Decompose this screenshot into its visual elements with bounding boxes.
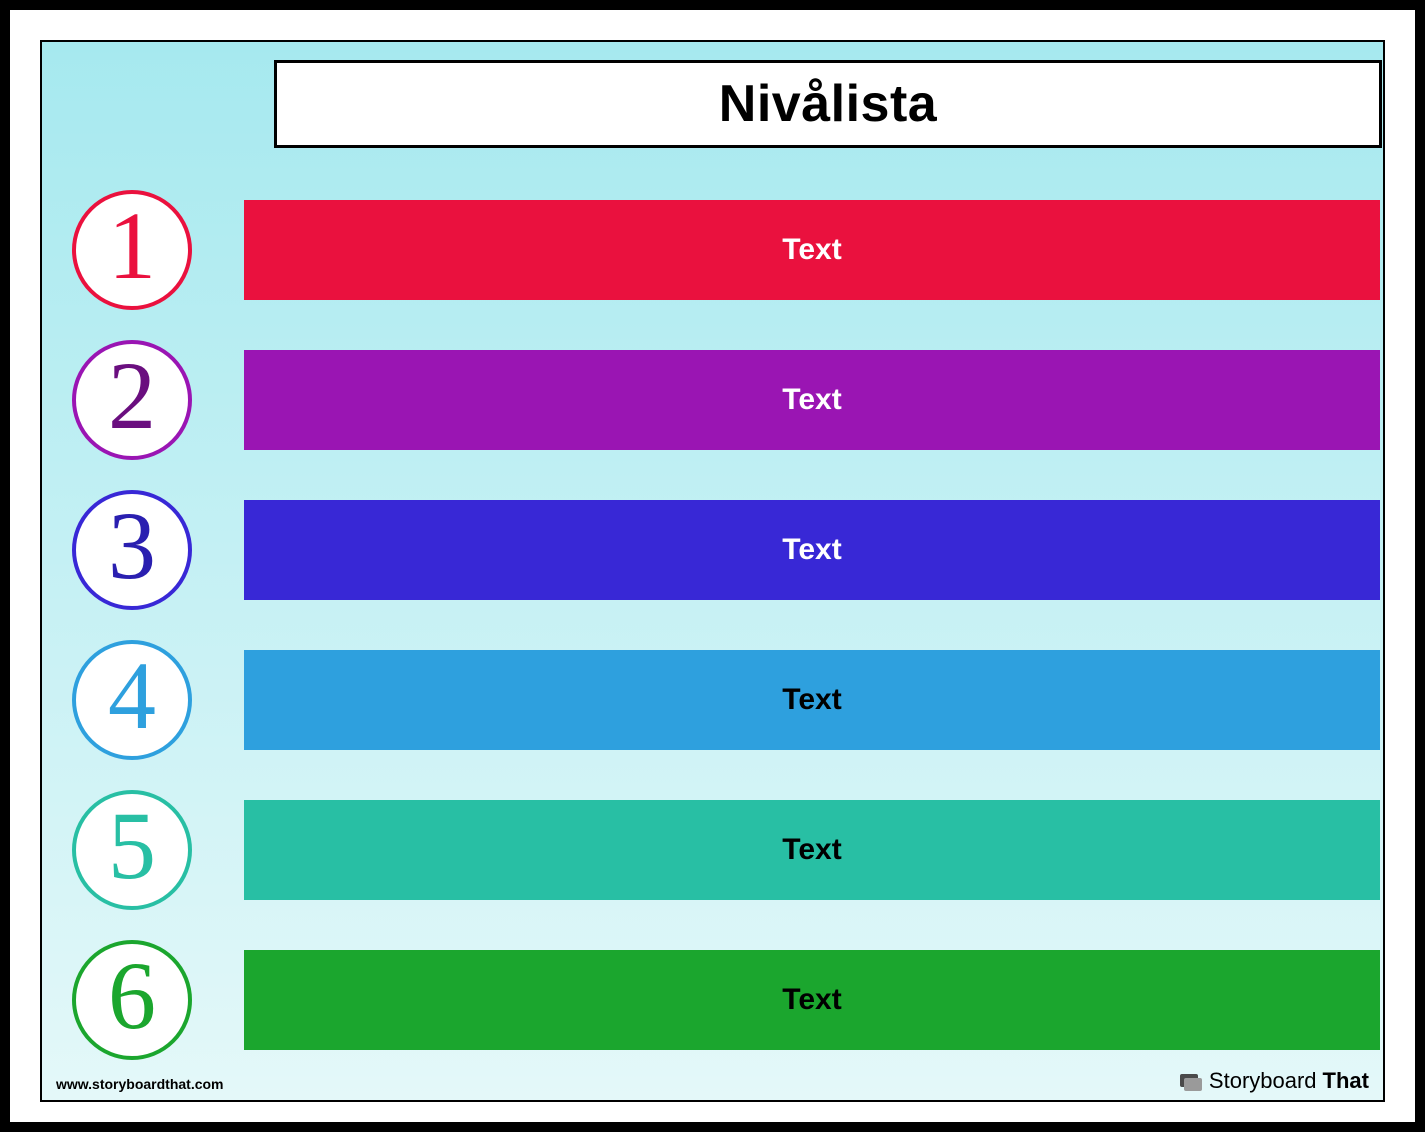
level-bar-text: Text (782, 233, 841, 267)
level-number: 1 (108, 198, 156, 294)
level-bar-text: Text (782, 833, 841, 867)
footer-brand: StoryboardThat (1179, 1068, 1369, 1094)
footer-brand-b: That (1323, 1068, 1369, 1094)
level-badge-2: 2 (72, 340, 192, 460)
level-row-6: 6 Text (72, 940, 1380, 1060)
level-number: 4 (108, 648, 156, 744)
level-bar-text: Text (782, 983, 841, 1017)
level-bar-text: Text (782, 683, 841, 717)
level-bar-6: Text (244, 950, 1380, 1050)
footer-brand-a: Storyboard (1209, 1068, 1317, 1094)
level-badge-3: 3 (72, 490, 192, 610)
level-badge-4: 4 (72, 640, 192, 760)
level-bar-2: Text (244, 350, 1380, 450)
level-number: 6 (108, 948, 156, 1044)
level-bar-1: Text (244, 200, 1380, 300)
level-bar-text: Text (782, 533, 841, 567)
title-box: Nivålista (274, 60, 1382, 148)
level-bar-text: Text (782, 383, 841, 417)
storyboard-logo-icon (1179, 1071, 1203, 1091)
footer-url: www.storyboardthat.com (56, 1076, 224, 1092)
title-text: Nivålista (719, 74, 937, 134)
level-number: 5 (108, 798, 156, 894)
level-badge-1: 1 (72, 190, 192, 310)
canvas: Nivålista 1 Text 2 Text 3 Text 4 Text 5 Text 6 Text… (40, 40, 1385, 1102)
level-bar-4: Text (244, 650, 1380, 750)
level-row-5: 5 Text (72, 790, 1380, 910)
level-row-2: 2 Text (72, 340, 1380, 460)
level-bar-3: Text (244, 500, 1380, 600)
level-number: 2 (108, 348, 156, 444)
level-row-3: 3 Text (72, 490, 1380, 610)
level-number: 3 (108, 498, 156, 594)
level-badge-5: 5 (72, 790, 192, 910)
level-row-4: 4 Text (72, 640, 1380, 760)
outer-frame: Nivålista 1 Text 2 Text 3 Text 4 Text 5 Text 6 Text… (0, 0, 1425, 1132)
level-bar-5: Text (244, 800, 1380, 900)
level-badge-6: 6 (72, 940, 192, 1060)
level-row-1: 1 Text (72, 190, 1380, 310)
